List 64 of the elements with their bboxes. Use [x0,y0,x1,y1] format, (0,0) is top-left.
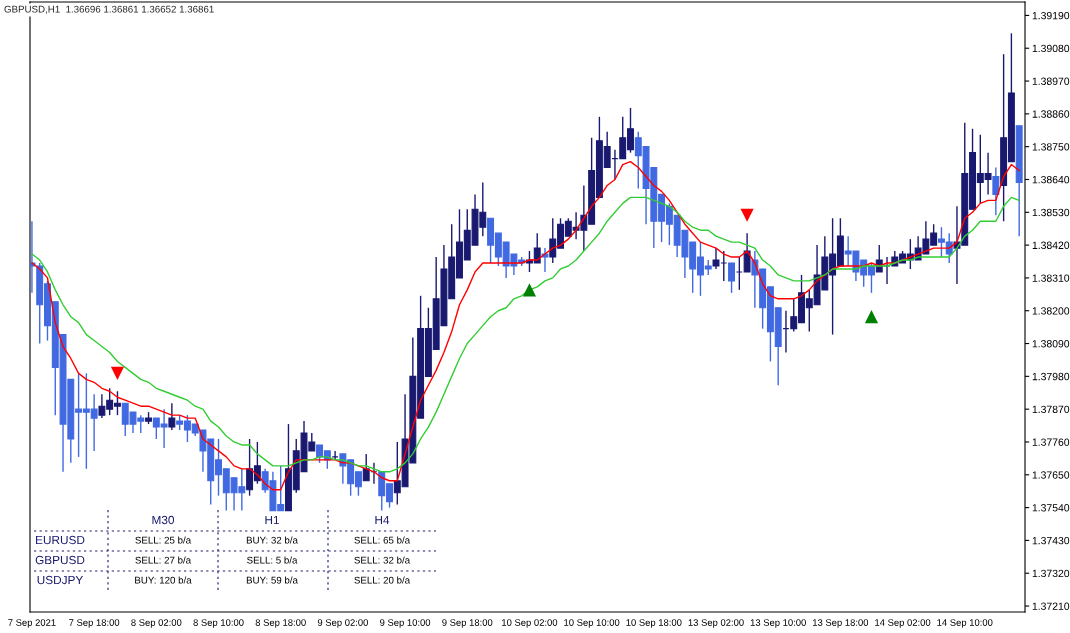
x-tick-label: 13 Sep 02:00 [688,619,744,628]
annotation: BUY: 32 b/a [246,536,298,544]
annotation: SELL: 25 b/a [135,536,192,544]
x-tick-label: 8 Sep 18:00 [255,619,306,628]
y-tick-label: 1.38860 [1032,110,1070,118]
x-tick-label: 9 Sep 10:00 [380,619,431,628]
annotation: SELL: 65 b/a [354,536,411,544]
x-tick-label: 13 Sep 10:00 [750,619,806,628]
y-tick-label: 1.39190 [1032,11,1070,20]
x-tick-label: 8 Sep 10:00 [193,619,244,628]
x-tick-label: 10 Sep 02:00 [502,619,558,628]
y-tick-label: 1.38090 [1032,340,1070,348]
y-tick-label: 1.37210 [1032,602,1070,610]
candlestick [992,166,1000,216]
x-tick-label: 14 Sep 02:00 [875,619,931,628]
annotation: BUY: 120 b/a [135,576,192,584]
annotation: SELL: 27 b/a [135,556,192,564]
x-tick-label: 10 Sep 18:00 [626,619,682,628]
y-tick-label: 1.37540 [1032,504,1070,512]
candlestick [743,232,751,273]
x-tick-label: 7 Sep 18:00 [69,619,120,628]
annotation: H1 [265,515,279,525]
x-tick-label: 13 Sep 18:00 [813,619,869,628]
annotation: SELL: 5 b/a [247,556,298,564]
x-tick-label: 8 Sep 02:00 [131,619,182,628]
y-tick-label: 1.38200 [1032,307,1070,315]
point [522,283,537,297]
candlestick [735,256,743,291]
candlestick [362,453,370,482]
annotation: USDJPY [37,575,84,585]
point [740,208,754,222]
x-tick-label: 14 Sep 10:00 [937,619,993,628]
candlestick [30,220,36,294]
y-tick-label: 1.39080 [1032,44,1070,53]
point [110,366,125,380]
x-tick-label: 9 Sep 18:00 [442,619,493,628]
annotation: EURUSD [36,535,85,545]
x-tick-label: 10 Sep 10:00 [564,619,620,628]
candlestick [728,262,736,294]
y-tick-label: 1.37430 [1032,536,1070,545]
y-tick-label: 1.38530 [1032,208,1070,217]
annotation: H4 [375,515,390,525]
y-tick-label: 1.38420 [1032,241,1070,249]
x-tick-label: 9 Sep 02:00 [317,619,368,628]
candlestick [168,402,176,431]
y-tick-label: 1.37760 [1032,438,1070,446]
y-tick-label: 1.37870 [1032,405,1070,414]
annotation: SELL: 20 b/a [354,576,411,584]
y-tick-label: 1.38750 [1032,143,1070,151]
point [864,310,879,324]
y-tick-label: 1.38640 [1032,175,1070,184]
chart-title: GBPUSD,H1 1.36696 1.36861 1.36652 1.36861 [4,5,214,14]
annotation: BUY: 59 b/a [246,576,298,584]
y-tick-label: 1.37980 [1032,372,1070,381]
annotation: M30 [152,515,175,525]
y-tick-label: 1.37650 [1032,471,1070,479]
x-tick-label: 7 Sep 2021 [8,619,56,628]
y-tick-label: 1.38310 [1032,274,1070,282]
y-tick-label: 1.38970 [1032,77,1070,85]
line-series [31,196,1020,473]
annotation: GBPUSD [35,555,85,565]
annotation: SELL: 32 b/a [354,556,411,564]
y-tick-label: 1.37320 [1032,569,1070,578]
candlestick [331,450,339,461]
